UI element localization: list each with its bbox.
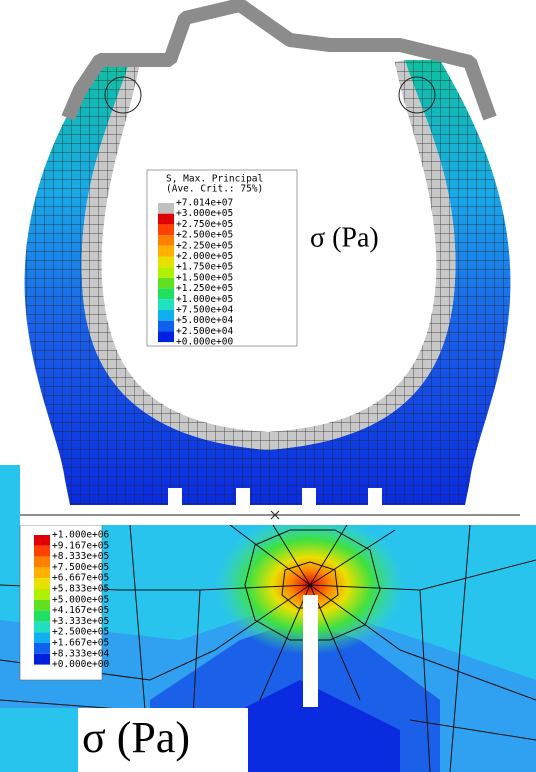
legend-swatch	[34, 557, 50, 568]
legend-swatch	[158, 331, 174, 342]
legend-swatch	[34, 632, 50, 643]
legend-label: +8.333e+04	[52, 648, 109, 659]
legend-label: +5.833e+05	[52, 584, 109, 595]
legend-label: +6.667e+05	[52, 573, 109, 584]
legend-label: +5.000e+05	[52, 594, 109, 605]
legend-label: +4.167e+05	[52, 605, 109, 616]
legend-label: +7.014e+07	[176, 198, 233, 209]
legend-title: (Ave. Crit.: 75%)	[166, 184, 263, 195]
legend-swatch	[34, 589, 50, 600]
legend-swatch	[158, 214, 174, 225]
legend-label: +2.500e+04	[176, 326, 233, 337]
legend-swatch	[158, 310, 174, 321]
legend-swatch	[34, 611, 50, 622]
legend-label: +0.000e+00	[52, 659, 109, 670]
legend-label: +1.500e+05	[176, 272, 233, 283]
unit-label: σ (Pa)	[82, 713, 190, 762]
legend-label: +2.500e+05	[176, 230, 233, 241]
legend-label: +1.000e+05	[176, 294, 233, 305]
legend-swatch	[34, 643, 50, 654]
legend-swatch	[34, 600, 50, 611]
legend-label: +5.000e+04	[176, 315, 233, 326]
legend-swatch	[34, 578, 50, 589]
legend-swatch	[34, 567, 50, 578]
legend-swatch	[158, 246, 174, 257]
legend-label: +7.500e+05	[52, 562, 109, 573]
legend-swatch	[158, 267, 174, 278]
legend-bottom: +1.000e+06+9.167e+05+8.333e+05+7.500e+05…	[34, 530, 109, 671]
legend-label: +1.750e+05	[176, 262, 233, 273]
legend-swatch	[158, 203, 174, 214]
legend-label: +1.667e+05	[52, 638, 109, 649]
legend-label: +2.250e+05	[176, 240, 233, 251]
legend-swatch	[158, 321, 174, 332]
legend-label: +3.000e+05	[176, 208, 233, 219]
legend-label: +1.250e+05	[176, 283, 233, 294]
legend-swatch	[34, 621, 50, 632]
legend-swatch	[158, 224, 174, 235]
figure: S, Max. Principal(Ave. Crit.: 75%)+7.014…	[0, 0, 536, 772]
legend-label: +2.000e+05	[176, 251, 233, 262]
legend-label: +1.000e+06	[52, 530, 109, 541]
legend-swatch	[158, 289, 174, 300]
legend-swatch	[158, 235, 174, 246]
legend-swatch	[158, 278, 174, 289]
legend-swatch	[34, 535, 50, 546]
legend-swatch	[34, 546, 50, 557]
legend-swatch	[158, 299, 174, 310]
legend-label: +9.167e+05	[52, 540, 109, 551]
legend-swatch	[158, 257, 174, 268]
legend-label: +7.500e+04	[176, 305, 233, 316]
legend-label: +3.333e+05	[52, 616, 109, 627]
legend-label: +8.333e+05	[52, 551, 109, 562]
legend-swatch	[34, 654, 50, 665]
unit-label: σ (Pa)	[310, 222, 379, 253]
legend-label: +0.000e+00	[176, 337, 233, 348]
legend-label: +2.500e+05	[52, 627, 109, 638]
legend-label: +2.750e+05	[176, 219, 233, 230]
